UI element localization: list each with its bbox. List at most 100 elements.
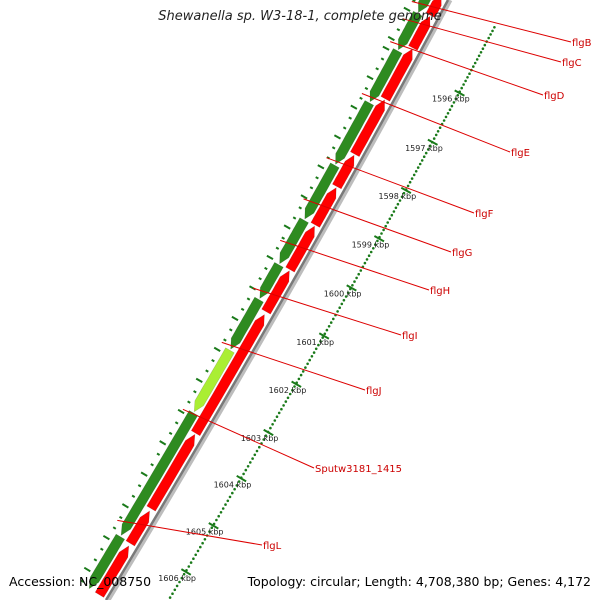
coordinate-dot	[444, 115, 448, 119]
gene-label: flgI	[402, 331, 418, 342]
coordinate-dot	[344, 295, 348, 298]
outer-tick	[229, 328, 233, 332]
outer-tick	[93, 558, 98, 562]
coordinate-dot	[359, 269, 363, 272]
coordinate-dot	[382, 228, 385, 232]
gene-leader-line	[117, 519, 263, 546]
coordinate-dot	[233, 487, 236, 491]
gene-label: flgL	[263, 541, 282, 552]
coordinate-dot	[178, 580, 181, 584]
coordinate-tick	[346, 284, 357, 292]
reverse-gene	[120, 410, 199, 536]
coordinate-dot	[199, 545, 202, 549]
coordinate-dot	[175, 584, 179, 588]
coordinate-label: 1599 kbp	[352, 240, 390, 249]
coordinate-dot	[355, 276, 358, 280]
coordinate-dot	[367, 254, 371, 257]
coordinate-dot	[332, 317, 335, 321]
outer-tick	[348, 116, 352, 120]
coordinate-dot	[231, 491, 234, 495]
coordinate-label: 1598 kbp	[378, 192, 416, 201]
gene-leader-line	[402, 18, 562, 63]
coordinate-dot	[244, 468, 248, 472]
coordinate-dot	[392, 210, 396, 213]
coordinate-dot	[173, 588, 177, 592]
coordinate-dot	[203, 538, 207, 541]
coordinate-label: 1605 kbp	[186, 528, 224, 537]
coordinate-dot	[319, 340, 322, 343]
coordinate-dot	[412, 173, 416, 177]
outer-tick	[317, 164, 325, 170]
coordinate-dot	[365, 258, 369, 261]
coordinate-dot	[275, 415, 279, 419]
coordinate-dot	[286, 396, 290, 400]
gene-leader-line	[221, 341, 366, 391]
forward-gene	[94, 545, 130, 598]
coordinate-dot	[376, 239, 379, 243]
outer-tick	[298, 206, 302, 210]
coordinate-dot	[189, 561, 193, 564]
outer-tick	[168, 431, 173, 435]
coordinate-dot	[351, 284, 354, 287]
coordinate-dot	[194, 553, 197, 557]
coordinate-dot	[242, 472, 245, 476]
forward-gene	[380, 48, 413, 102]
forward-gene	[146, 433, 196, 512]
coordinate-dot	[456, 94, 460, 97]
gene-leader-line	[280, 239, 430, 291]
accession-text: Accession: NC_008750	[9, 574, 152, 589]
gene-leader-line	[303, 198, 452, 253]
forward-gene	[331, 154, 355, 190]
outer-tick	[315, 176, 319, 180]
coordinate-dot	[340, 302, 344, 306]
coordinate-dot	[473, 61, 477, 65]
outer-tick	[401, 18, 406, 22]
gene-leader-line	[411, 1, 572, 43]
outer-tick	[156, 452, 161, 456]
reverse-gene	[417, 0, 432, 13]
coordinate-tick	[318, 332, 330, 340]
coordinate-dot	[273, 419, 277, 422]
outer-tick	[137, 484, 142, 488]
reverse-gene	[230, 296, 264, 350]
outer-tick	[350, 104, 358, 110]
outer-tick	[382, 45, 390, 51]
outer-tick	[100, 547, 104, 551]
coordinate-dot	[398, 199, 402, 202]
coordinate-dot	[464, 79, 467, 83]
coordinate-dot	[246, 465, 250, 468]
coordinate-dot	[253, 453, 257, 457]
coordinate-dot	[249, 461, 252, 464]
gene-labels: flgB flgC flgD flgE flgF flgG flgH flgI flgJ Sput…	[117, 1, 592, 552]
coordinate-dot	[325, 328, 329, 332]
coordinate-dot	[450, 104, 454, 108]
coordinate-dot	[301, 370, 305, 373]
backbone-line	[104, 0, 450, 600]
coordinate-label: 1597 kbp	[405, 144, 443, 153]
coordinate-dot	[235, 484, 239, 487]
coordinate-dot	[264, 434, 268, 438]
coordinate-dot	[180, 576, 184, 580]
coordinate-dot	[483, 43, 487, 47]
coordinate-tick	[180, 568, 192, 576]
coordinate-dot	[277, 411, 281, 415]
outer-tick	[264, 266, 268, 271]
coordinate-label: 1604 kbp	[214, 480, 252, 489]
coordinate-tick	[400, 186, 412, 194]
outer-tick	[342, 126, 347, 130]
outer-tick	[159, 440, 167, 446]
reverse-gene	[193, 347, 235, 413]
coordinate-label: 1601 kbp	[296, 338, 334, 347]
coordinate-dot	[442, 119, 446, 122]
coordinate-dot	[182, 572, 186, 576]
reverse-gene	[279, 217, 309, 265]
coordinate-dot	[280, 407, 283, 411]
coordinate-dot	[293, 385, 296, 388]
outer-tick	[193, 390, 197, 394]
coordinate-dot	[487, 36, 491, 40]
coordinate-dot	[396, 202, 400, 206]
outer-tick	[380, 57, 385, 61]
coordinate-dot	[452, 101, 456, 104]
outer-tick	[187, 400, 191, 404]
